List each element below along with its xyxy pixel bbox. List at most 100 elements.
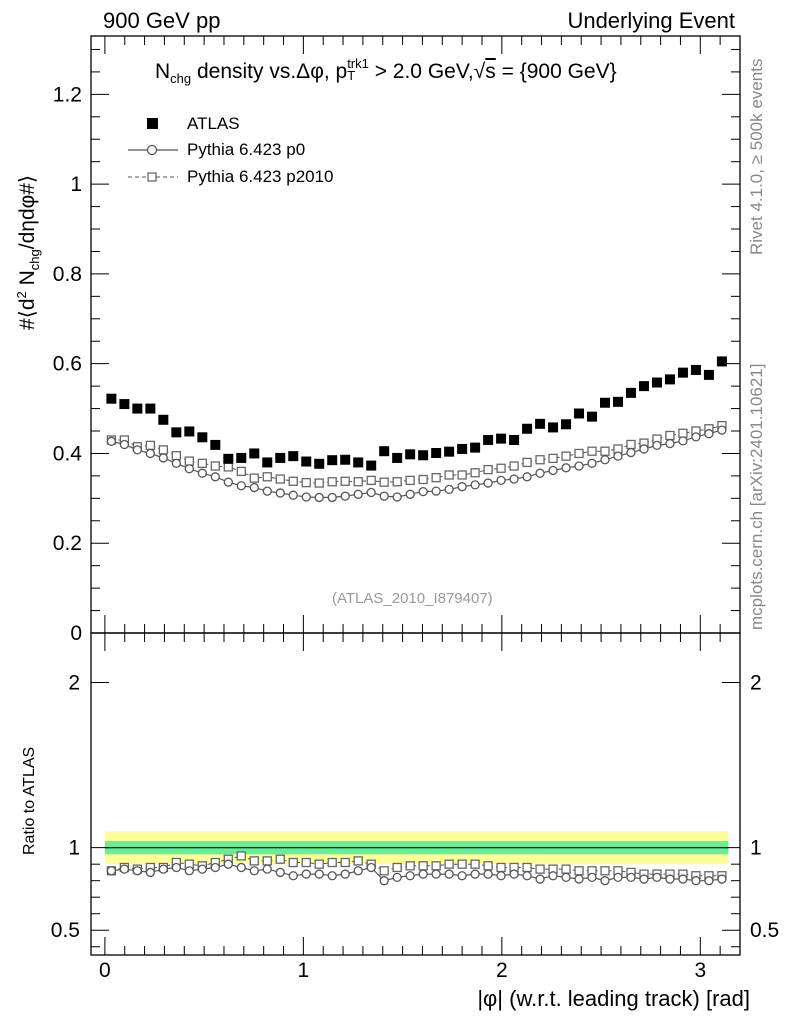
p2010-point — [600, 446, 610, 456]
ratio-p0-point — [483, 869, 493, 879]
p0-point — [379, 491, 389, 501]
atlas-point — [625, 387, 636, 398]
atlas-point — [405, 449, 416, 460]
p2010-point — [392, 477, 402, 487]
ratio-p0-point — [301, 869, 311, 879]
p0-point — [691, 432, 701, 442]
p2010-point — [314, 478, 324, 488]
p0-point — [535, 468, 545, 478]
p0-point — [509, 474, 519, 484]
p2010-point — [236, 466, 246, 477]
p2010-point — [301, 477, 311, 488]
ratio-p0-point — [249, 866, 259, 876]
p2010-point — [496, 463, 506, 473]
atlas-point — [677, 367, 688, 378]
atlas-point — [340, 454, 351, 465]
legend-label-atlas: ATLAS — [187, 114, 240, 133]
ratio-y-tick-label-right: 0.5 — [750, 919, 779, 942]
ratio-p0-point — [288, 871, 298, 881]
atlas-point — [690, 364, 701, 375]
p2010-point — [483, 464, 493, 475]
atlas-point — [600, 397, 611, 408]
p2010-point — [210, 461, 220, 471]
p2010-point — [457, 470, 467, 480]
ratio-p0-point — [119, 864, 130, 874]
atlas-point — [366, 460, 377, 471]
p2010-point — [548, 453, 558, 464]
ratio-p2010-point — [236, 851, 246, 861]
ratio-p0-point — [340, 869, 350, 879]
atlas-point — [612, 396, 623, 407]
atlas-point — [392, 452, 403, 463]
p0-point — [236, 481, 246, 491]
p0-point — [483, 478, 493, 488]
ratio-p0-point — [457, 871, 467, 881]
ratio-p0-point — [704, 876, 714, 886]
p0-point — [132, 445, 143, 455]
p0-point — [496, 475, 506, 486]
ratio-p0-point — [132, 866, 143, 876]
ratio-p0-point — [327, 871, 337, 881]
p0-point — [262, 486, 272, 496]
p2010-point — [197, 458, 207, 468]
atlas-point — [431, 448, 442, 459]
ratio-p2010-point — [353, 856, 363, 866]
ratio-p2010-point — [275, 854, 285, 864]
y-tick-label: 0.8 — [53, 263, 82, 286]
x-tick-label: 1 — [298, 959, 310, 982]
ratio-p0-point — [444, 869, 454, 879]
ratio-p0-point — [639, 874, 649, 884]
p0-point — [587, 458, 597, 468]
p0-point — [119, 439, 130, 450]
atlas-point — [353, 457, 364, 468]
ratio-p2010-point — [314, 859, 324, 869]
p2010-point — [288, 476, 298, 486]
atlas-point — [418, 450, 429, 461]
ratio-y-tick-label-left: 0.5 — [51, 919, 80, 942]
p0-point — [665, 438, 675, 449]
atlas-point — [288, 451, 299, 462]
ratio-p0-point — [717, 874, 727, 884]
p2010-point — [470, 468, 480, 478]
ratio-p0-point — [522, 871, 532, 881]
atlas-point — [483, 434, 494, 445]
p2010-point — [171, 451, 181, 461]
atlas-point — [509, 434, 520, 445]
ratio-p0-point — [496, 871, 506, 881]
p2010-point — [444, 470, 454, 480]
p0-point — [470, 480, 480, 490]
title-pt-scripts: trk1 T — [347, 57, 369, 82]
p0-point — [561, 463, 571, 473]
p0-point — [626, 447, 636, 458]
ratio-p2010-point — [496, 862, 506, 873]
atlas-point — [535, 418, 546, 429]
legend-marker-p2010 — [147, 172, 157, 182]
ratio-p2010-point — [470, 859, 480, 869]
ratio-p0-point — [366, 862, 376, 873]
p2010-point — [418, 474, 428, 485]
p2010-point — [665, 430, 675, 441]
y-tick-label: 0.2 — [53, 532, 82, 555]
analysis-watermark: (ATLAS_2010_I879407) — [332, 590, 493, 607]
ratio-p0-point — [535, 874, 545, 884]
p0-point — [652, 440, 662, 451]
ratio-p2010-point — [301, 857, 311, 868]
p0-point — [522, 472, 532, 482]
ratio-p0-point — [652, 872, 662, 883]
atlas-point — [651, 377, 662, 388]
p2010-point — [431, 473, 441, 483]
ratio-p2010-point — [431, 861, 441, 871]
y-tick-label: 1 — [70, 173, 82, 196]
ratio-p0-point — [353, 866, 363, 876]
ratio-p0-point — [210, 862, 220, 873]
title-s: s — [485, 60, 496, 83]
p0-point — [431, 486, 441, 496]
ratio-p0-point — [418, 869, 428, 879]
ratio-p0-point — [223, 859, 233, 869]
p2010-point — [678, 428, 688, 438]
p0-point — [184, 464, 194, 474]
p0-point — [574, 461, 584, 471]
ratio-p0-point — [561, 872, 571, 883]
atlas-point — [197, 432, 208, 443]
ratio-p0-point — [184, 866, 194, 876]
